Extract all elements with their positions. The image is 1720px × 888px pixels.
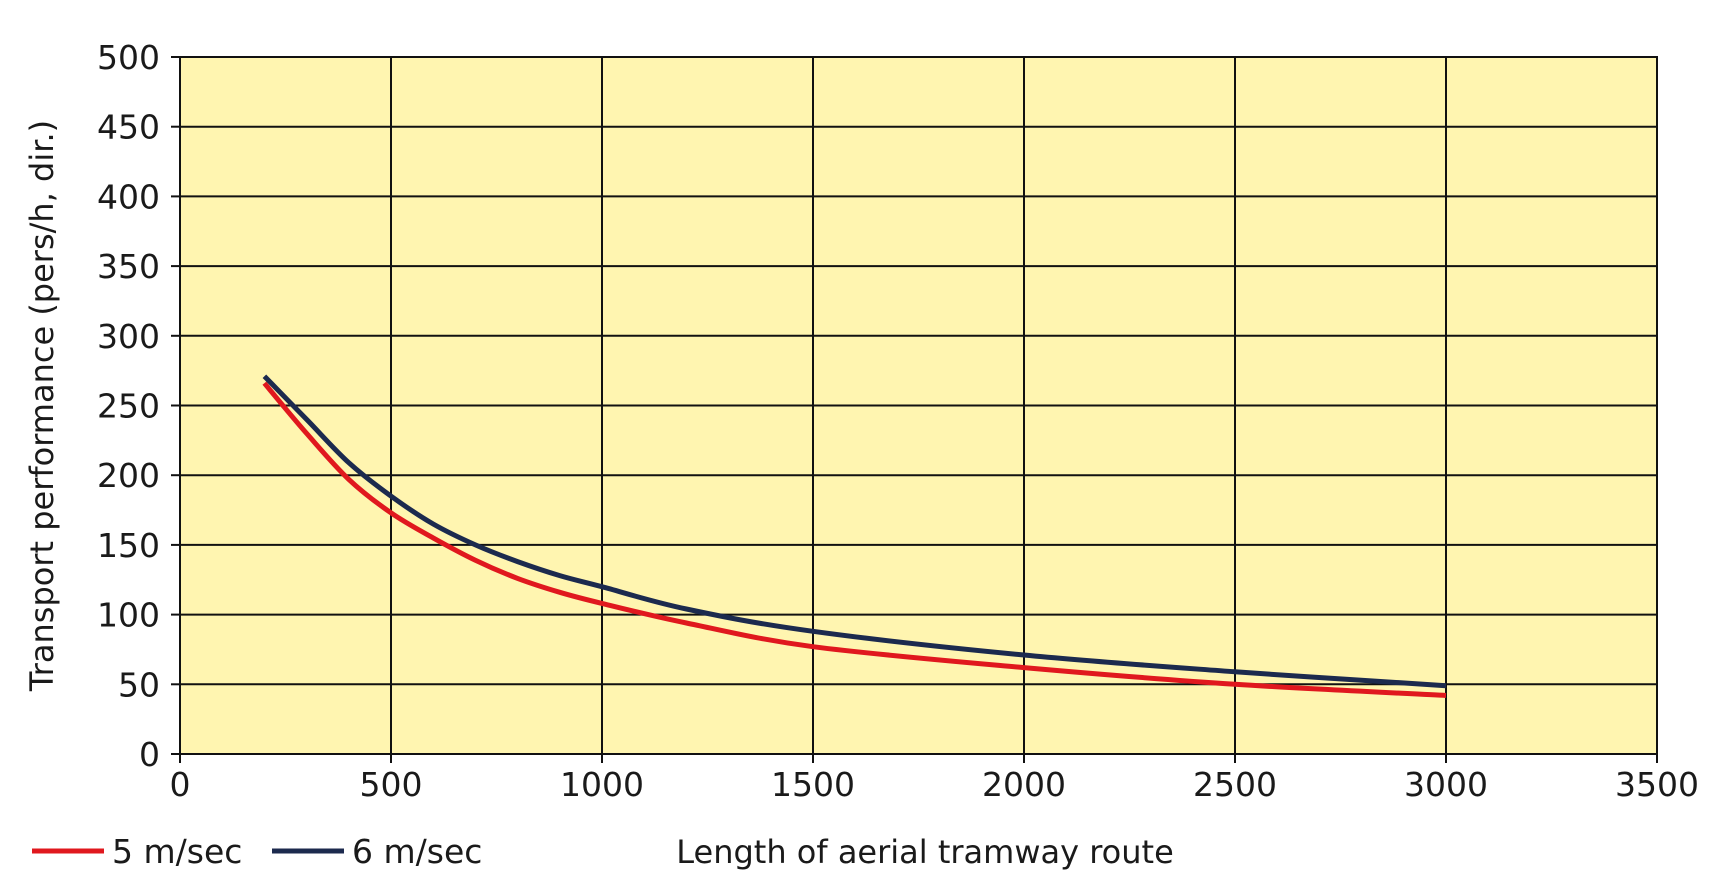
x-tick-label: 3000: [1404, 765, 1488, 804]
x-tick-label: 1000: [560, 765, 644, 804]
legend: 5 m/sec 6 m/sec: [32, 832, 482, 871]
y-tick-label: 350: [97, 247, 160, 286]
legend-label-2: 6 m/sec: [352, 832, 482, 871]
y-tick-label: 0: [139, 735, 160, 774]
x-tick-label: 1500: [771, 765, 855, 804]
x-tick-label: 0: [170, 765, 191, 804]
legend-label-1: 5 m/sec: [112, 832, 242, 871]
y-tick-label: 50: [118, 665, 160, 704]
y-tick-label: 450: [97, 108, 160, 147]
y-tick-label: 250: [97, 387, 160, 426]
y-tick-label: 150: [97, 526, 160, 565]
y-tick-label: 200: [97, 456, 160, 495]
y-tick-label: 300: [97, 317, 160, 356]
series-line-2: [262, 374, 1447, 689]
x-tick-label: 3500: [1615, 765, 1699, 804]
series: [262, 374, 1447, 698]
y-tick-label: 500: [97, 38, 160, 77]
y-tick-label: 400: [97, 177, 160, 216]
series-line-1: [262, 381, 1447, 698]
y-tick-label: 100: [97, 596, 160, 635]
y-axis-title: Transport performance (pers/h, dir.): [23, 120, 61, 692]
x-tick-label: 2500: [1193, 765, 1277, 804]
x-tick-label: 2000: [982, 765, 1066, 804]
x-tick-label: 500: [360, 765, 423, 804]
x-axis-title: Length of aerial tramway route: [676, 833, 1174, 871]
plot-frame: [179, 56, 1658, 755]
axes: 0 500 1000 1500 2000 2500 3000 3500 0 50 100 150 200…: [97, 38, 1699, 804]
